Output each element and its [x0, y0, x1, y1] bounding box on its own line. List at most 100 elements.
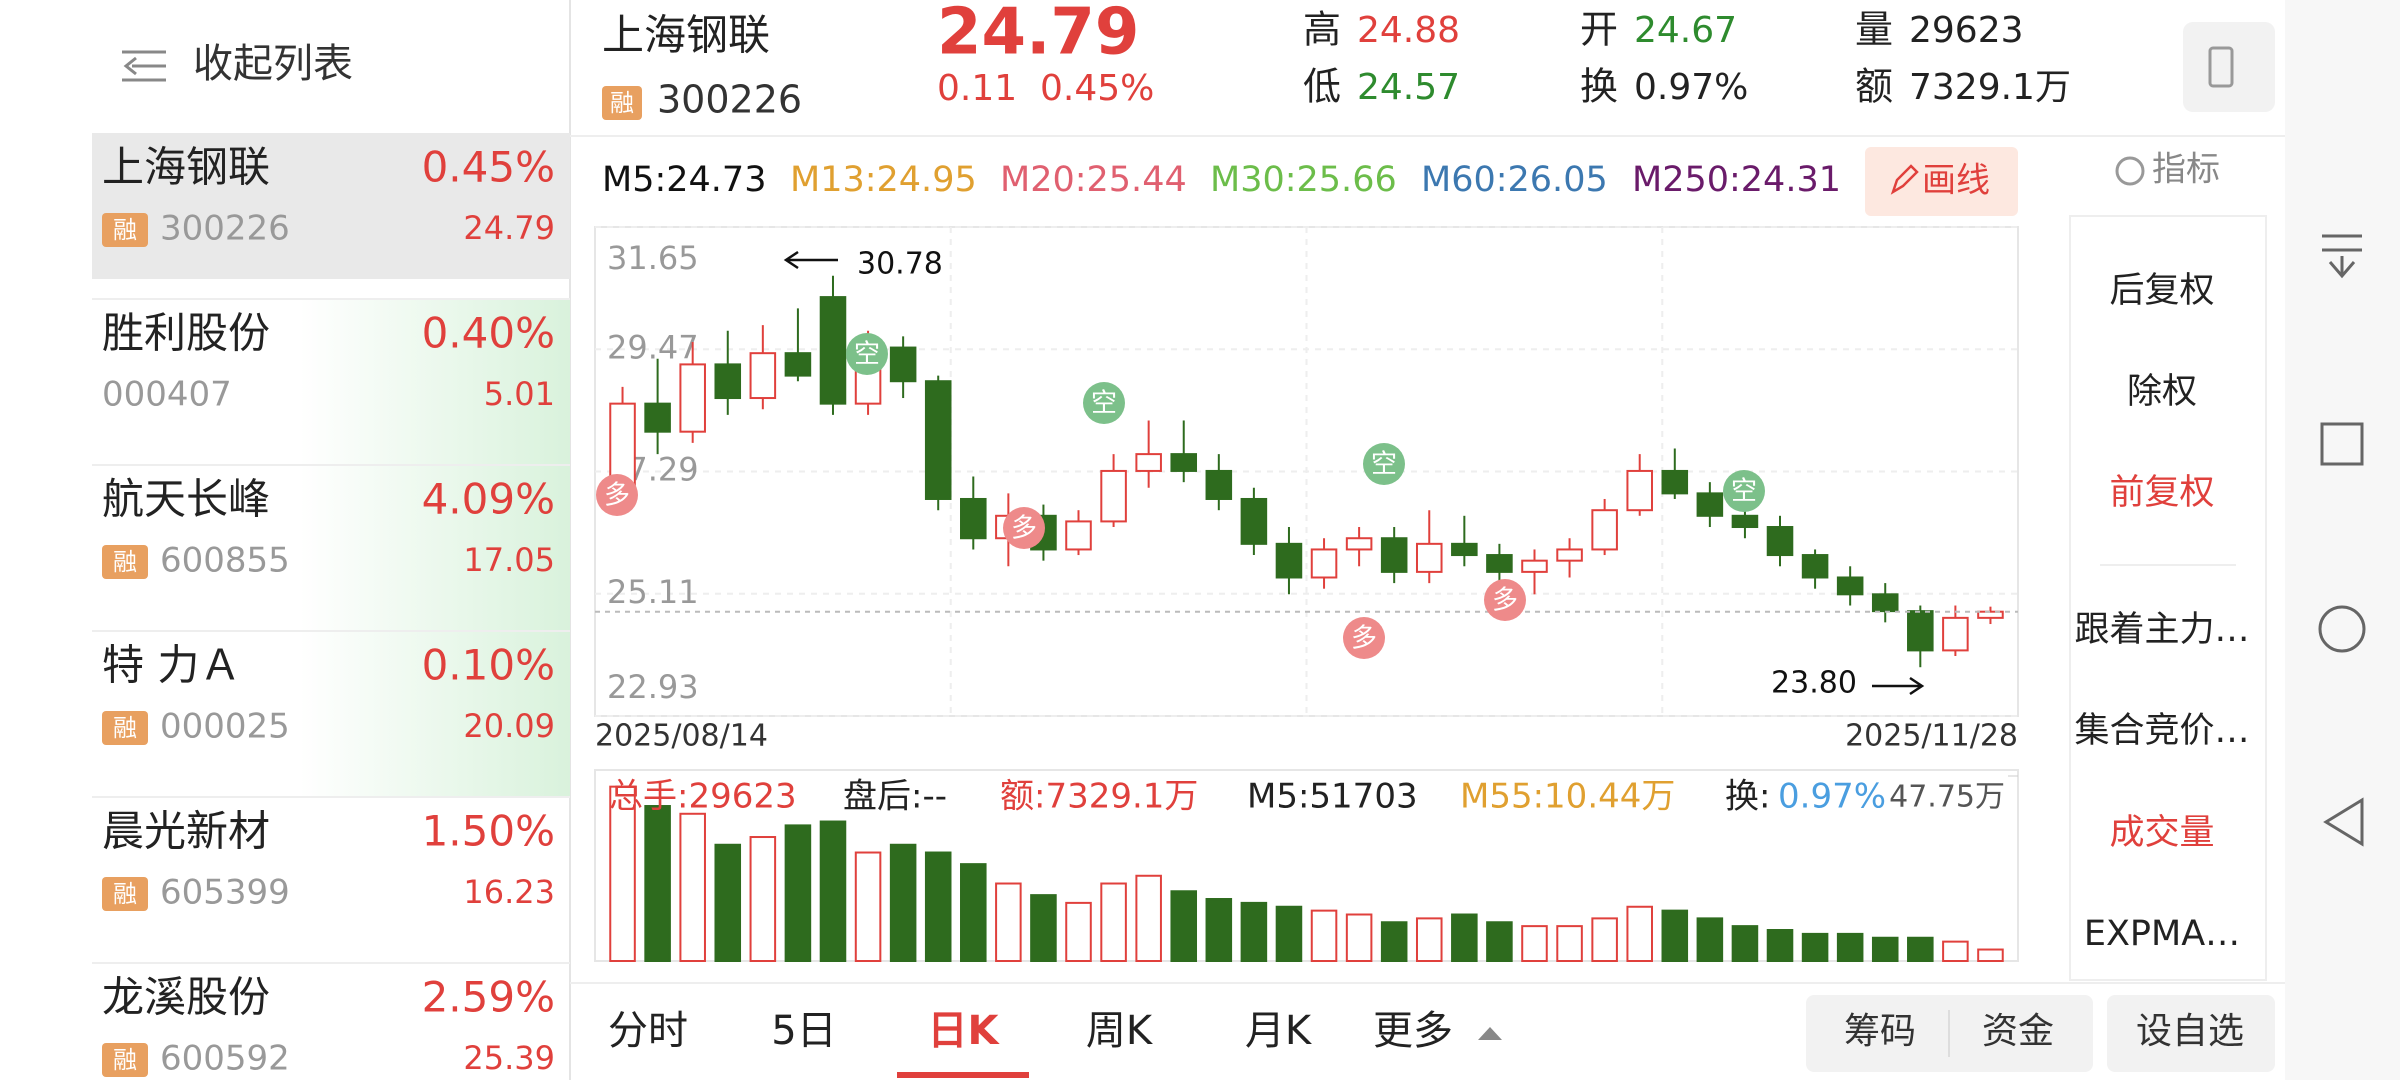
- stat-value: 29623: [1909, 10, 2024, 51]
- candle-body: [1591, 509, 1618, 551]
- tab[interactable]: 日K: [928, 1008, 1001, 1054]
- candle-body: [1205, 469, 1233, 500]
- candle-body: [1907, 610, 1934, 652]
- action-button[interactable]: 设自选: [2136, 1011, 2244, 1052]
- tab[interactable]: 周K: [1086, 1008, 1154, 1054]
- stat-value: 0.97%: [1634, 67, 1748, 108]
- margin-badge: [102, 711, 148, 745]
- candle-body: [1801, 554, 1829, 579]
- stock-code: 600592: [160, 1039, 290, 1079]
- menu-item[interactable]: 前复权: [2109, 473, 2214, 513]
- volume-bar: [1451, 913, 1478, 963]
- volume-bar: [1275, 905, 1303, 962]
- candle-body: [1486, 554, 1513, 573]
- volume-bar: [644, 805, 671, 962]
- stock-name[interactable]: 上海钢联: [102, 143, 270, 192]
- candle-body: [1065, 520, 1092, 551]
- volume-bar: [1345, 913, 1373, 963]
- signal-marker: [596, 474, 638, 516]
- volume-legend: M5:51703: [1247, 777, 1418, 817]
- x-start-label: 2025/08/14: [595, 719, 768, 754]
- y-tick-label: 31.65: [607, 239, 699, 277]
- device-button[interactable]: [2183, 22, 2275, 112]
- volume-bar: [1380, 921, 1408, 962]
- note-arrowhead: [1909, 676, 1925, 696]
- volume-tick-label: 47.75万: [1889, 780, 2005, 815]
- watchlist-button[interactable]: [2107, 995, 2275, 1072]
- menu-item[interactable]: 除权: [2127, 372, 2197, 412]
- draw-button-label[interactable]: 画线: [1922, 161, 1990, 201]
- volume-bar: [1907, 936, 1934, 962]
- volume-bar: [1977, 948, 2004, 962]
- high-note: 30.78: [857, 247, 943, 282]
- menu-item[interactable]: EXPMA…: [2084, 914, 2240, 954]
- signal-text: 多: [1011, 514, 1037, 544]
- indicator-label[interactable]: 指标: [2152, 150, 2220, 190]
- volume-legend: 0.97%: [1778, 777, 1886, 817]
- volume-bar: [1766, 929, 1794, 963]
- signal-text: 空: [1371, 450, 1397, 480]
- menu-item[interactable]: 成交量: [2109, 813, 2214, 853]
- item-flash: [300, 299, 570, 465]
- low-note: 23.80: [1771, 666, 1857, 701]
- volume-bar: [1170, 890, 1198, 962]
- volume-bar: [1100, 882, 1127, 962]
- volume-bar: [889, 843, 917, 963]
- signal-text: 空: [1091, 389, 1117, 419]
- tab[interactable]: 分时: [608, 1008, 688, 1054]
- stock-change: 0.10%: [422, 641, 555, 690]
- candle-body: [1521, 559, 1548, 573]
- draw-button[interactable]: [1865, 147, 2018, 216]
- stock-name[interactable]: 特 力Ａ: [102, 641, 241, 690]
- candle-body: [1977, 610, 2004, 619]
- menu-item[interactable]: 集合竞价…: [2074, 711, 2249, 751]
- signal-text: 空: [1731, 477, 1757, 507]
- volume-bar: [1591, 917, 1618, 963]
- stock-price: 24.79: [463, 209, 555, 247]
- stock-name[interactable]: 胜利股份: [102, 309, 270, 358]
- stock-price: 20.09: [463, 707, 555, 745]
- stock-change: 4.09%: [422, 475, 555, 524]
- stock-name[interactable]: 晨光新材: [102, 807, 270, 856]
- collapse-label[interactable]: 收起列表: [193, 41, 353, 87]
- stat-value: 7329.1万: [1909, 67, 2071, 108]
- volume-bar: [1661, 909, 1689, 962]
- volume-bar: [1065, 901, 1092, 963]
- header-name: 上海钢联: [602, 11, 770, 60]
- action-button[interactable]: 筹码: [1844, 1011, 1916, 1052]
- y-tick-label: 29.47: [607, 328, 699, 366]
- volume-bar: [1205, 898, 1233, 963]
- volume-bar: [784, 824, 812, 962]
- menu-item[interactable]: 跟着主力…: [2074, 610, 2249, 650]
- header-pct: 0.45%: [1040, 68, 1154, 109]
- candle-body: [679, 363, 706, 433]
- tab-underline: [897, 1072, 1029, 1078]
- volume-bar: [924, 851, 952, 962]
- candle-body: [644, 402, 671, 433]
- action-button[interactable]: 资金: [1982, 1011, 2054, 1052]
- stock-change: 1.50%: [422, 807, 555, 856]
- tab[interactable]: 5日: [771, 1008, 836, 1054]
- candle-body: [1345, 537, 1373, 551]
- candle-body: [1661, 469, 1689, 495]
- stat-value: 24.57: [1357, 67, 1460, 108]
- stock-name[interactable]: 航天长峰: [102, 475, 270, 524]
- candle-body: [1942, 616, 1969, 652]
- candle-body: [1100, 469, 1127, 523]
- stock-name[interactable]: 龙溪股份: [102, 973, 270, 1022]
- margin-badge-text: 融: [113, 1046, 137, 1074]
- menu-item[interactable]: 后复权: [2109, 271, 2214, 311]
- volume-legend: 总手:29623: [609, 777, 797, 817]
- tab[interactable]: 月K: [1245, 1008, 1313, 1054]
- candle-body: [1310, 548, 1338, 579]
- stat-label: 额: [1855, 65, 1893, 109]
- item-flash: [300, 465, 570, 631]
- ma-legend: M13:24.95: [790, 160, 977, 200]
- candle-body: [1731, 514, 1759, 529]
- indicator-icon: [2115, 156, 2145, 186]
- tab[interactable]: 更多: [1373, 1008, 1453, 1054]
- stat-value: 24.67: [1634, 10, 1737, 51]
- signal-marker: [1083, 382, 1125, 424]
- volume-bar: [995, 882, 1022, 962]
